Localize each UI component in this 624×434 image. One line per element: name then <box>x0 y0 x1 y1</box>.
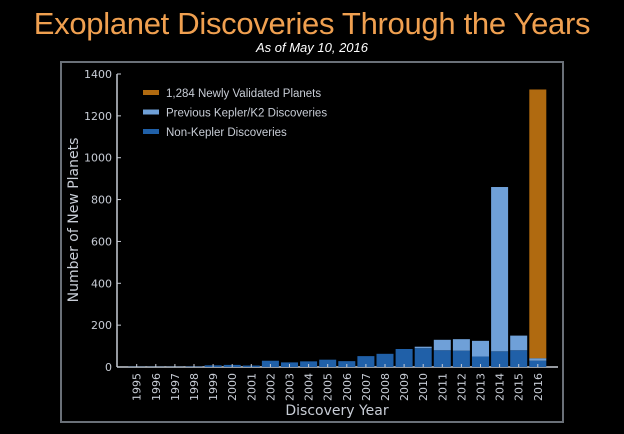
bar-2008-series-0 <box>376 353 394 367</box>
bar-2015-series-0 <box>510 350 528 367</box>
y-tick-label: 600 <box>91 235 112 248</box>
x-tick-label: 2013 <box>475 373 488 401</box>
page-subtitle: As of May 10, 2016 <box>255 40 368 55</box>
chart-frame <box>60 61 564 423</box>
x-tick-label: 2012 <box>455 373 468 401</box>
bar-2016-series-0 <box>529 360 547 367</box>
bar-2007-series-0 <box>357 356 375 367</box>
y-tick-label: 0 <box>105 361 112 374</box>
bar-2014-series-0 <box>491 351 509 367</box>
bar-2013-series-0 <box>472 356 489 367</box>
legend-swatch <box>143 90 159 95</box>
x-tick-label: 2004 <box>303 373 316 401</box>
x-tick-label: 2000 <box>226 373 239 401</box>
legend-label: 1,284 Newly Validated Planets <box>166 88 321 100</box>
x-tick-label: 1997 <box>169 373 182 401</box>
x-tick-label: 2015 <box>513 373 526 401</box>
bar-2014-series-1 <box>491 187 509 352</box>
y-tick-label: 1000 <box>84 152 112 165</box>
legend-label: Previous Kepler/K2 Discoveries <box>166 108 327 120</box>
x-tick-label: 1996 <box>150 373 163 401</box>
x-tick-label: 2002 <box>264 373 277 401</box>
x-tick-label: 2008 <box>379 373 392 401</box>
y-tick-label: 1200 <box>84 110 112 123</box>
bar-2011-series-1 <box>433 339 451 351</box>
legend-swatch <box>143 109 159 115</box>
x-tick-label: 2007 <box>360 373 373 401</box>
x-tick-label: 2006 <box>341 373 354 401</box>
bar-2015-series-1 <box>510 335 528 351</box>
bar-2016-series-2 <box>529 89 547 359</box>
page-title: Exoplanet Discoveries Through the Years <box>33 6 591 41</box>
y-axis-label: Number of New Planets <box>66 138 82 303</box>
x-tick-label: 2016 <box>532 373 545 401</box>
x-tick-label: 1995 <box>131 373 144 401</box>
x-tick-label: 2005 <box>322 373 335 401</box>
bar-2010-series-1 <box>414 346 432 349</box>
x-tick-label: 2011 <box>436 373 449 401</box>
x-axis-label: Discovery Year <box>285 403 389 419</box>
y-tick-label: 400 <box>91 277 112 290</box>
y-tick-label: 1400 <box>84 68 112 81</box>
y-tick-label: 800 <box>91 194 112 207</box>
x-tick-label: 2009 <box>398 373 411 401</box>
x-tick-label: 2003 <box>284 373 297 401</box>
x-tick-label: 2014 <box>494 373 507 401</box>
bar-2002-series-0 <box>261 360 279 367</box>
x-tick-label: 1998 <box>188 373 201 401</box>
x-tick-label: 2001 <box>245 373 258 401</box>
bar-2011-series-0 <box>433 350 451 367</box>
y-tick-label: 200 <box>91 319 112 332</box>
bar-2009-series-0 <box>395 349 413 367</box>
bar-2010-series-0 <box>414 348 432 367</box>
bar-2016-series-1 <box>529 358 547 361</box>
x-tick-label: 1999 <box>207 373 220 401</box>
bar-2012-series-1 <box>452 339 470 351</box>
bar-2012-series-0 <box>452 350 470 367</box>
x-tick-label: 2010 <box>417 373 430 401</box>
bar-2005-series-0 <box>319 359 337 367</box>
legend-label: Non-Kepler Discoveries <box>166 127 287 139</box>
bar-2013-series-1 <box>472 340 489 357</box>
legend-swatch <box>143 129 159 134</box>
